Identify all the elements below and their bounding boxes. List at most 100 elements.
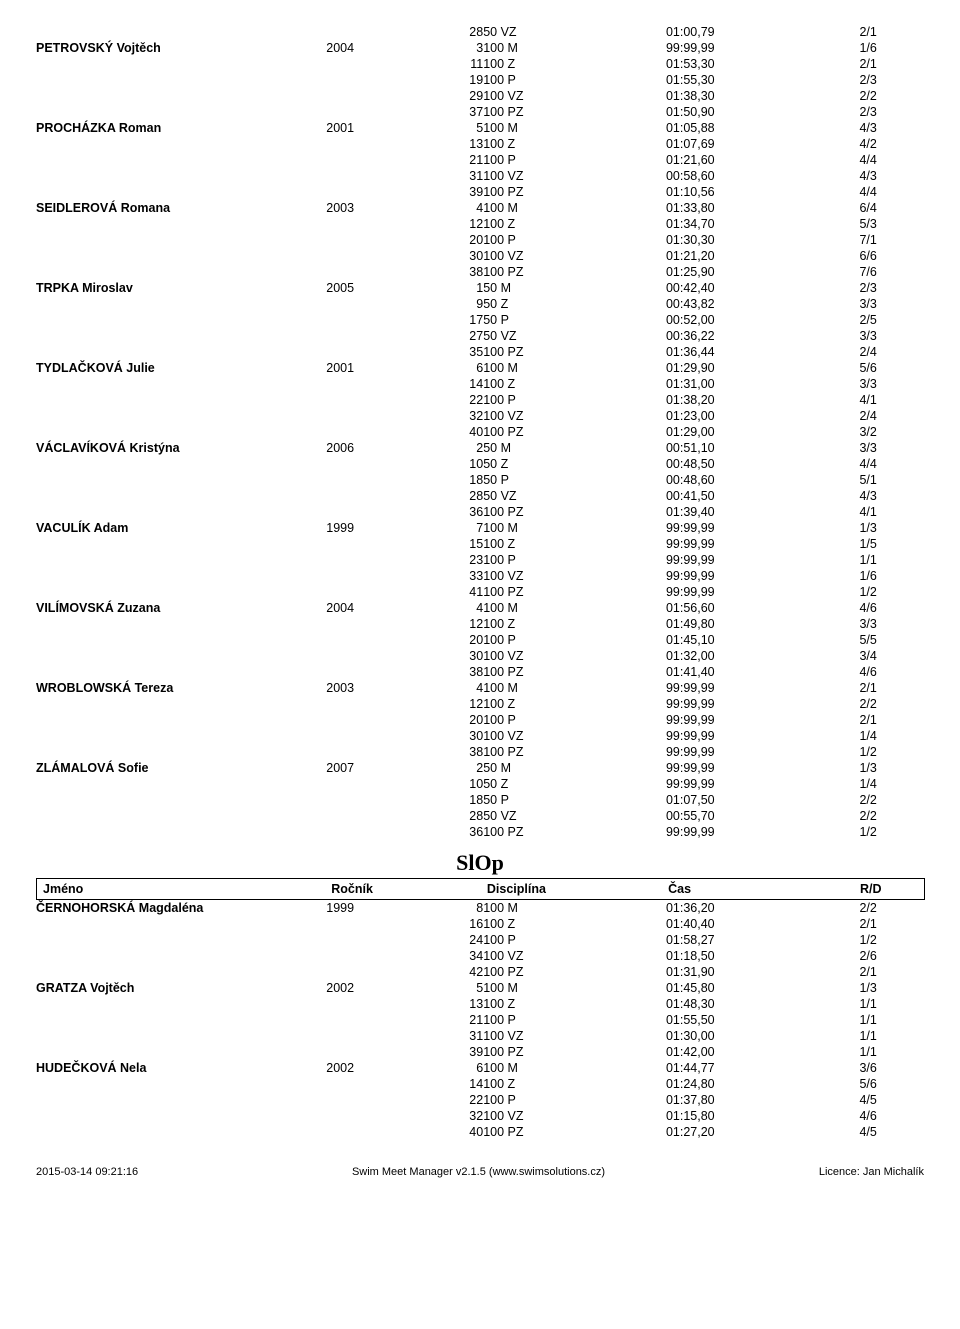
event-number: 22 [445, 392, 484, 408]
round-lane: 5/6 [859, 360, 924, 376]
athlete-year: 2003 [326, 680, 444, 696]
athlete-name [36, 632, 326, 648]
result-row: 14100 Z01:31,003/3 [36, 376, 924, 392]
athlete-name: VILÍMOVSKÁ Zuzana [36, 600, 326, 616]
results-section-2: ČERNOHORSKÁ Magdaléna19998100 M01:36,202… [36, 900, 924, 1140]
round-lane: 4/4 [859, 184, 924, 200]
footer-software: Swim Meet Manager v2.1.5 (www.swimsoluti… [352, 1166, 605, 1178]
round-lane: 1/2 [859, 744, 924, 760]
round-lane: 4/6 [859, 600, 924, 616]
discipline: 50 P [483, 792, 666, 808]
round-lane: 2/1 [859, 24, 924, 40]
event-number: 11 [445, 56, 484, 72]
result-row: 34100 VZ01:18,502/6 [36, 948, 924, 964]
event-number: 30 [445, 248, 484, 264]
athlete-year [326, 88, 444, 104]
result-row: 36100 PZ99:99,991/2 [36, 824, 924, 840]
event-number: 4 [445, 200, 484, 216]
athlete-name [36, 1092, 326, 1108]
result-row: 12100 Z01:34,705/3 [36, 216, 924, 232]
athlete-name: PETROVSKÝ Vojtěch [36, 40, 326, 56]
event-number: 38 [445, 744, 484, 760]
discipline: 100 PZ [483, 1044, 666, 1060]
round-lane: 4/6 [859, 664, 924, 680]
result-row: 23100 P99:99,991/1 [36, 552, 924, 568]
athlete-year [326, 184, 444, 200]
time: 99:99,99 [666, 728, 860, 744]
athlete-year: 1999 [326, 900, 444, 916]
round-lane: 1/3 [859, 980, 924, 996]
result-row: 950 Z00:43,823/3 [36, 296, 924, 312]
result-row: 2850 VZ01:00,792/1 [36, 24, 924, 40]
event-number: 39 [445, 1044, 484, 1060]
result-row: ČERNOHORSKÁ Magdaléna19998100 M01:36,202… [36, 900, 924, 916]
result-row: 12100 Z01:49,803/3 [36, 616, 924, 632]
athlete-name [36, 424, 326, 440]
result-row: 20100 P01:45,105/5 [36, 632, 924, 648]
result-row: 35100 PZ01:36,442/4 [36, 344, 924, 360]
athlete-year [326, 392, 444, 408]
athlete-year [326, 344, 444, 360]
round-lane: 3/3 [859, 376, 924, 392]
athlete-year [326, 712, 444, 728]
result-row: 39100 PZ01:42,001/1 [36, 1044, 924, 1060]
footer-timestamp: 2015-03-14 09:21:16 [36, 1166, 138, 1178]
discipline: 50 M [483, 440, 666, 456]
column-header-row: Jméno Ročník Disciplína Čas R/D [37, 879, 925, 900]
round-lane: 1/4 [859, 728, 924, 744]
round-lane: 1/3 [859, 520, 924, 536]
round-lane: 2/5 [859, 312, 924, 328]
athlete-year [326, 1044, 444, 1060]
round-lane: 4/3 [859, 488, 924, 504]
athlete-year: 2001 [326, 360, 444, 376]
athlete-name: VACULÍK Adam [36, 520, 326, 536]
round-lane: 4/4 [859, 456, 924, 472]
athlete-year [326, 312, 444, 328]
event-number: 23 [445, 552, 484, 568]
discipline: 100 M [483, 900, 666, 916]
discipline: 100 PZ [483, 664, 666, 680]
round-lane: 1/6 [859, 40, 924, 56]
event-number: 34 [445, 948, 484, 964]
athlete-name: WROBLOWSKÁ Tereza [36, 680, 326, 696]
athlete-name [36, 1108, 326, 1124]
result-row: PROCHÁZKA Roman20015100 M01:05,884/3 [36, 120, 924, 136]
time: 01:38,30 [666, 88, 860, 104]
athlete-name: TYDLAČKOVÁ Julie [36, 360, 326, 376]
time: 00:43,82 [666, 296, 860, 312]
athlete-name [36, 296, 326, 312]
discipline: 100 Z [483, 996, 666, 1012]
round-lane: 6/4 [859, 200, 924, 216]
time: 01:36,44 [666, 344, 860, 360]
event-number: 2 [445, 760, 484, 776]
event-number: 30 [445, 728, 484, 744]
event-number: 18 [445, 792, 484, 808]
athlete-name [36, 408, 326, 424]
round-lane: 2/3 [859, 104, 924, 120]
round-lane: 5/6 [859, 1076, 924, 1092]
time: 01:30,30 [666, 232, 860, 248]
result-row: 42100 PZ01:31,902/1 [36, 964, 924, 980]
athlete-year [326, 584, 444, 600]
athlete-name [36, 344, 326, 360]
discipline: 100 P [483, 1012, 666, 1028]
athlete-year [326, 808, 444, 824]
event-number: 12 [445, 696, 484, 712]
discipline: 50 VZ [483, 24, 666, 40]
section-title: SlOp [36, 850, 924, 876]
time: 99:99,99 [666, 712, 860, 728]
time: 01:18,50 [666, 948, 860, 964]
event-number: 28 [445, 488, 484, 504]
discipline: 100 M [483, 600, 666, 616]
athlete-year [326, 424, 444, 440]
event-number: 28 [445, 808, 484, 824]
discipline: 50 M [483, 760, 666, 776]
athlete-name [36, 776, 326, 792]
athlete-year [326, 996, 444, 1012]
result-row: 1050 Z00:48,504/4 [36, 456, 924, 472]
athlete-name [36, 932, 326, 948]
event-number: 42 [445, 964, 484, 980]
athlete-name [36, 264, 326, 280]
athlete-name [36, 536, 326, 552]
time: 01:25,90 [666, 264, 860, 280]
